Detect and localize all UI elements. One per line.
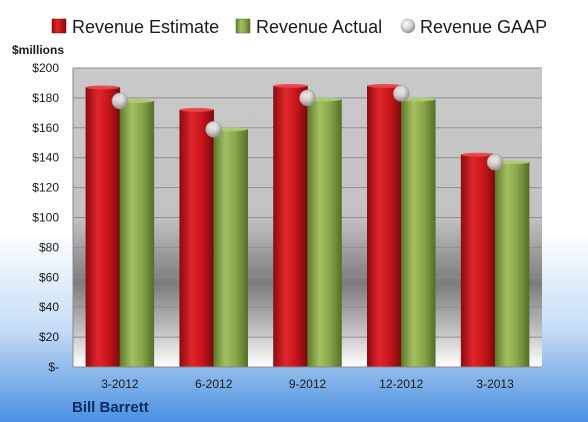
x-tick-label: 3-2013 — [476, 377, 514, 391]
bar-revenue-estimate — [85, 87, 121, 368]
bar-revenue-actual-top — [401, 97, 436, 102]
x-tick-label: 9-2012 — [289, 377, 327, 391]
bar-revenue-estimate-top — [367, 83, 402, 88]
gaap-marker — [111, 92, 129, 110]
bar-revenue-actual — [119, 100, 155, 368]
x-axis-tick-labels: 3-2012 6-2012 9-2012 12-2012 3-2013 — [101, 377, 514, 391]
legend-swatch-actual — [235, 18, 251, 34]
gaap-marker — [299, 89, 316, 107]
y-tick-label: $200 — [32, 61, 59, 75]
x-tick-label: 3-2012 — [101, 377, 139, 391]
y-axis-tick-labels: $- $20 $40 $60 $80 $100 $120 $140 $160 $180 $200 — [32, 61, 59, 374]
bar-revenue-actual — [494, 161, 530, 368]
y-tick-label: $180 — [32, 91, 59, 105]
bar-revenue-actual — [307, 99, 342, 368]
legend-marker-gaap — [400, 18, 416, 34]
legend-label-actual: Revenue Actual — [256, 17, 382, 37]
legend-label-estimate: Revenue Estimate — [72, 17, 219, 37]
bar-revenue-estimate-top — [179, 107, 214, 112]
gaap-markers — [111, 85, 504, 171]
bar-revenue-estimate — [179, 109, 214, 368]
bar-revenue-actual-top — [495, 160, 530, 165]
bar-revenue-actual-top — [213, 127, 248, 132]
bar-revenue-estimate-top — [85, 85, 120, 90]
bar-revenue-actual-top — [119, 98, 154, 103]
legend-item-revenue-gaap: Revenue GAAP — [400, 17, 547, 37]
bar-revenue-actual — [213, 129, 248, 368]
legend-item-revenue-estimate: Revenue Estimate — [51, 17, 219, 37]
bar-revenue-estimate — [460, 154, 496, 368]
company-name: Bill Barrett — [72, 399, 149, 416]
x-tick-label: 6-2012 — [195, 377, 233, 391]
y-tick-label: $40 — [39, 300, 59, 314]
y-tick-label: $60 — [39, 270, 59, 284]
y-tick-label: $120 — [32, 181, 59, 195]
legend-item-revenue-actual: Revenue Actual — [235, 17, 382, 37]
y-tick-label: $80 — [39, 240, 59, 254]
bar-revenue-estimate — [367, 85, 402, 368]
bar-revenue-estimate-top — [461, 152, 496, 157]
bar-revenue-estimate-top — [273, 83, 308, 88]
y-axis-unit-label: $millions — [12, 43, 64, 57]
gaap-marker — [392, 85, 410, 102]
x-tick-label: 12-2012 — [379, 377, 423, 391]
legend: Revenue Estimate Revenue Actual Revenue … — [51, 17, 547, 37]
bar-revenue-estimate — [273, 85, 308, 368]
y-tick-label: $140 — [32, 151, 59, 165]
y-tick-label: $160 — [32, 121, 59, 135]
y-tick-label: $- — [48, 360, 59, 374]
gaap-marker — [486, 153, 504, 171]
bar-series — [85, 83, 530, 368]
bar-revenue-actual — [401, 99, 436, 368]
y-tick-label: $20 — [39, 330, 59, 344]
bar-revenue-actual-top — [307, 97, 342, 102]
legend-swatch-estimate — [51, 18, 67, 34]
legend-label-gaap: Revenue GAAP — [420, 17, 547, 37]
gaap-marker — [205, 120, 222, 138]
y-tick-label: $100 — [32, 211, 59, 225]
